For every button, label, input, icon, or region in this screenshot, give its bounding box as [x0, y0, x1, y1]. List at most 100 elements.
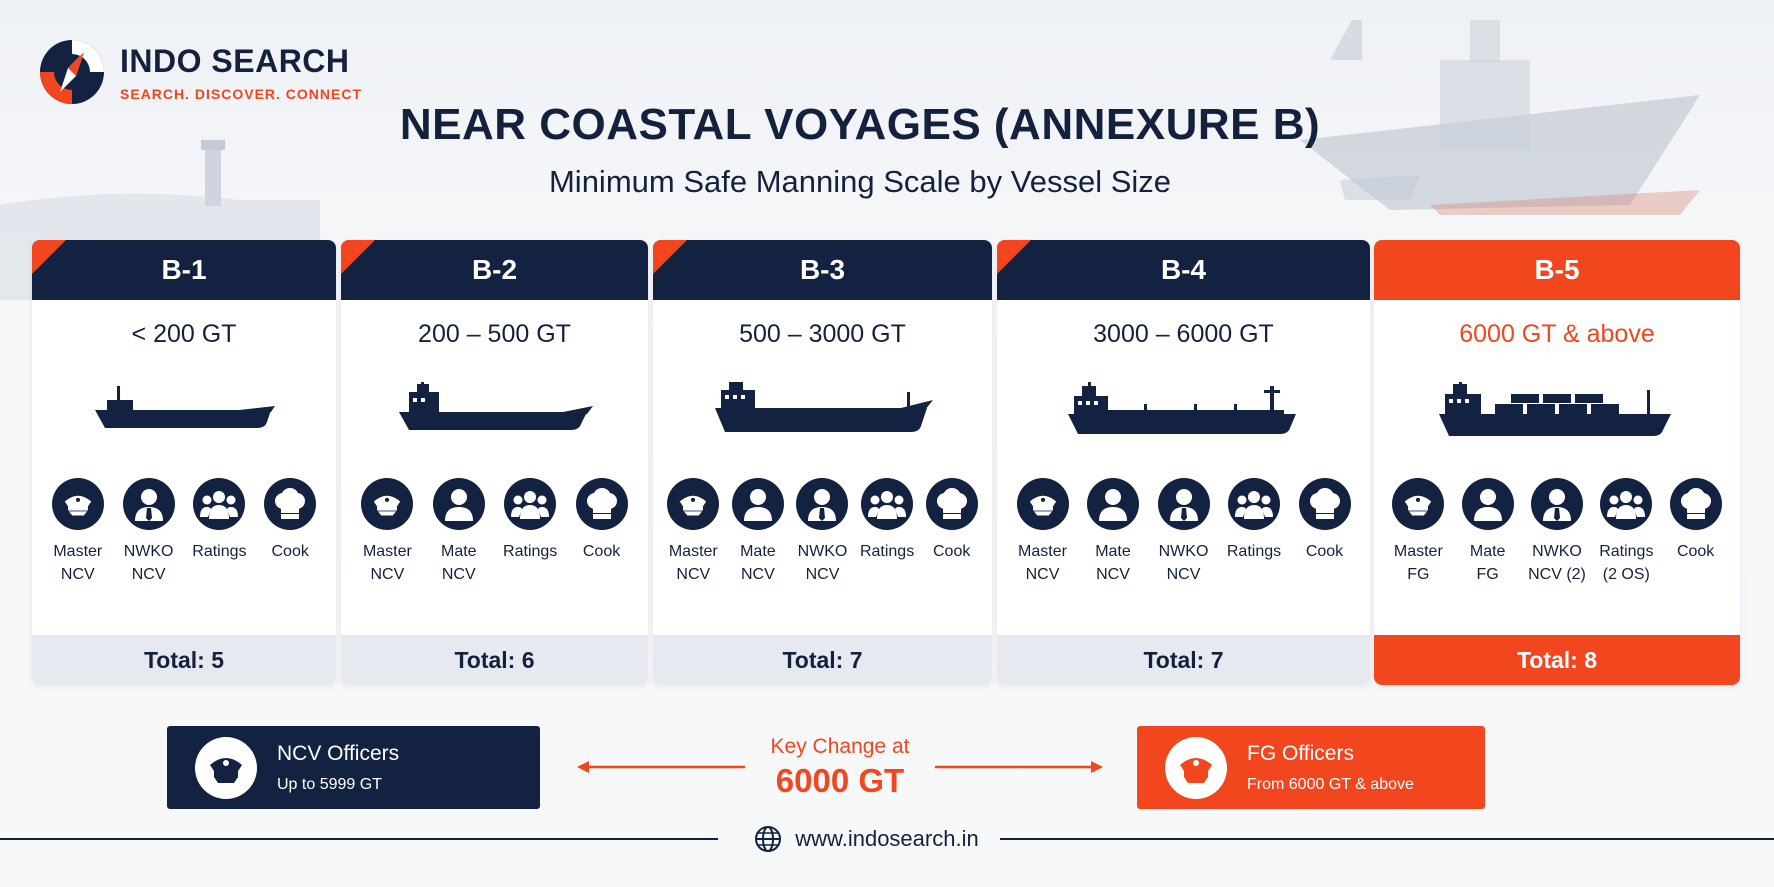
group-icon: [1600, 478, 1653, 530]
crew-member: Cook: [1292, 478, 1358, 586]
category-code: B-4: [1160, 254, 1207, 285]
crew-member: Cook: [919, 478, 984, 586]
crew-role: NWKO: [123, 543, 174, 560]
crew-role: Mate: [440, 543, 477, 560]
officer-tie-icon: [1530, 478, 1583, 530]
crew-role-label: Master NCV: [363, 540, 412, 586]
crew-member: Ratings: [186, 478, 252, 586]
crew-role-label: Cook: [1306, 540, 1343, 563]
crew-role-label: NWKO NCV (2): [1528, 540, 1586, 586]
manning-card-b-5: B-5 6000 GT & above Master FG Mate FG NWKO NCV …: [1374, 240, 1740, 685]
crew-role-label: Master NCV: [669, 540, 718, 586]
person-icon: [432, 478, 485, 530]
crew-role-label: Master FG: [1394, 540, 1443, 586]
group-icon: [504, 478, 557, 530]
card-header: B-5: [1374, 240, 1740, 300]
group-icon: [1228, 478, 1280, 530]
fg-officers-legend: FG Officers From 6000 GT & above: [1137, 726, 1485, 809]
crew-list: Master NCV Mate NCV NWKO NCV Ratings Cook: [997, 478, 1370, 586]
brand-tagline: SEARCH. DISCOVER. CONNECT: [120, 85, 363, 102]
crew-role: NWKO: [1532, 543, 1582, 560]
corner-accent: [997, 240, 1031, 274]
chef-hat-icon: [925, 478, 978, 530]
crew-role-label: Master NCV: [1018, 540, 1067, 586]
crew-role: Cook: [582, 543, 621, 560]
key-change-value: 6000 GT: [775, 762, 905, 799]
small-ship-icon: [95, 386, 275, 428]
manning-card-b-4: B-4 3000 – 6000 GT Master NCV Mate NCV NWKO NCV…: [997, 240, 1370, 685]
person-icon: [1087, 478, 1139, 530]
crew-role-label: NWKO NCV: [1159, 540, 1209, 586]
key-change-label: Key Change at: [770, 735, 910, 758]
tonnage-range: 3000 – 6000 GT: [1093, 320, 1274, 348]
crew-role: NWKO: [1158, 543, 1209, 560]
captain-cap-icon: [195, 736, 257, 799]
website-link[interactable]: www.indosearch.in: [795, 826, 979, 851]
coaster-ship-icon: [398, 382, 593, 430]
chef-hat-icon: [1669, 478, 1722, 530]
fg-legend-subtitle: From 6000 GT & above: [1247, 775, 1414, 793]
captain-cap-icon: [1016, 478, 1069, 530]
crew-role-label: Mate NCV: [740, 540, 776, 586]
crew-role-label: Mate FG: [1470, 540, 1506, 586]
crew-member: NWKO NCV: [1151, 478, 1217, 586]
category-code: B-5: [1534, 254, 1580, 285]
fg-legend-title: FG Officers: [1247, 741, 1354, 765]
crew-total: Total: 8: [1374, 635, 1740, 685]
crew-role: NWKO: [797, 543, 848, 560]
card-header: B-1: [32, 240, 336, 300]
crew-qualification: NCV: [740, 566, 775, 583]
crew-qualification: NCV: [441, 566, 476, 583]
crew-member: Mate NCV: [426, 478, 492, 586]
crew-member: Cook: [257, 478, 323, 586]
ncv-legend-title: NCV Officers: [277, 741, 400, 765]
crew-member: Master FG: [1385, 478, 1451, 586]
crew-list: Master NCV Mate NCV Ratings Cook: [341, 478, 648, 586]
crew-role: Mate: [740, 543, 776, 560]
key-change-arrows: [577, 761, 1103, 773]
person-icon: [1461, 478, 1514, 530]
crew-role-label: Master NCV: [53, 540, 102, 586]
crew-list: Master NCV Mate NCV NWKO NCV Ratings Cook: [653, 478, 992, 586]
brand-name: INDO SEARCH: [120, 42, 350, 79]
crew-member: Ratings: [497, 478, 563, 586]
crew-role: Master: [53, 543, 103, 560]
crew-role-label: Cook: [1677, 540, 1714, 563]
tonnage-range: < 200 GT: [131, 320, 237, 348]
footer-divider-left: [0, 838, 718, 840]
crew-role-label: NWKO NCV: [798, 540, 848, 586]
crew-role-label: Ratings: [1227, 540, 1281, 563]
crew-role-label: NWKO NCV: [124, 540, 174, 586]
captain-cap-icon: [1392, 478, 1445, 530]
crew-member: Master NCV: [354, 478, 420, 586]
crew-role: Master: [668, 543, 718, 560]
crew-role: Master: [1018, 543, 1067, 560]
crew-role-label: Ratings: [860, 540, 914, 563]
crew-qualification: NCV: [131, 566, 166, 583]
crew-role: Master: [1393, 543, 1443, 560]
captain-cap-icon: [361, 478, 414, 530]
chef-hat-icon: [264, 478, 317, 530]
crew-role-label: Ratings: [503, 540, 557, 563]
crew-list: Master NCV NWKO NCV Ratings Cook: [32, 478, 336, 586]
captain-cap-icon: [667, 478, 720, 530]
page-title: NEAR COASTAL VOYAGES (ANNEXURE B): [399, 100, 1321, 149]
crew-member: Cook: [569, 478, 635, 586]
crew-qualification: NCV: [676, 566, 711, 583]
crew-member: NWKO NCV: [116, 478, 182, 586]
crew-role: Master: [362, 543, 412, 560]
crew-role-label: Mate NCV: [1095, 540, 1131, 586]
crew-role: Cook: [271, 543, 309, 560]
manning-card-b-2: B-2 200 – 500 GT Master NCV Mate NCV Ratings Co…: [341, 240, 648, 685]
crew-role-label: Cook: [583, 540, 620, 563]
cargo-ship-icon: [714, 382, 933, 432]
crew-role-label: Mate NCV: [441, 540, 477, 586]
globe-icon: [755, 826, 782, 852]
crew-qualification: NCV: [1025, 566, 1060, 583]
crew-total: Total: 7: [653, 635, 992, 685]
corner-accent: [32, 240, 66, 274]
captain-cap-icon: [1165, 736, 1227, 799]
tonnage-range: 6000 GT & above: [1459, 320, 1655, 348]
ncv-legend-subtitle: Up to 5999 GT: [277, 775, 382, 793]
crew-member: NWKO NCV: [790, 478, 855, 586]
